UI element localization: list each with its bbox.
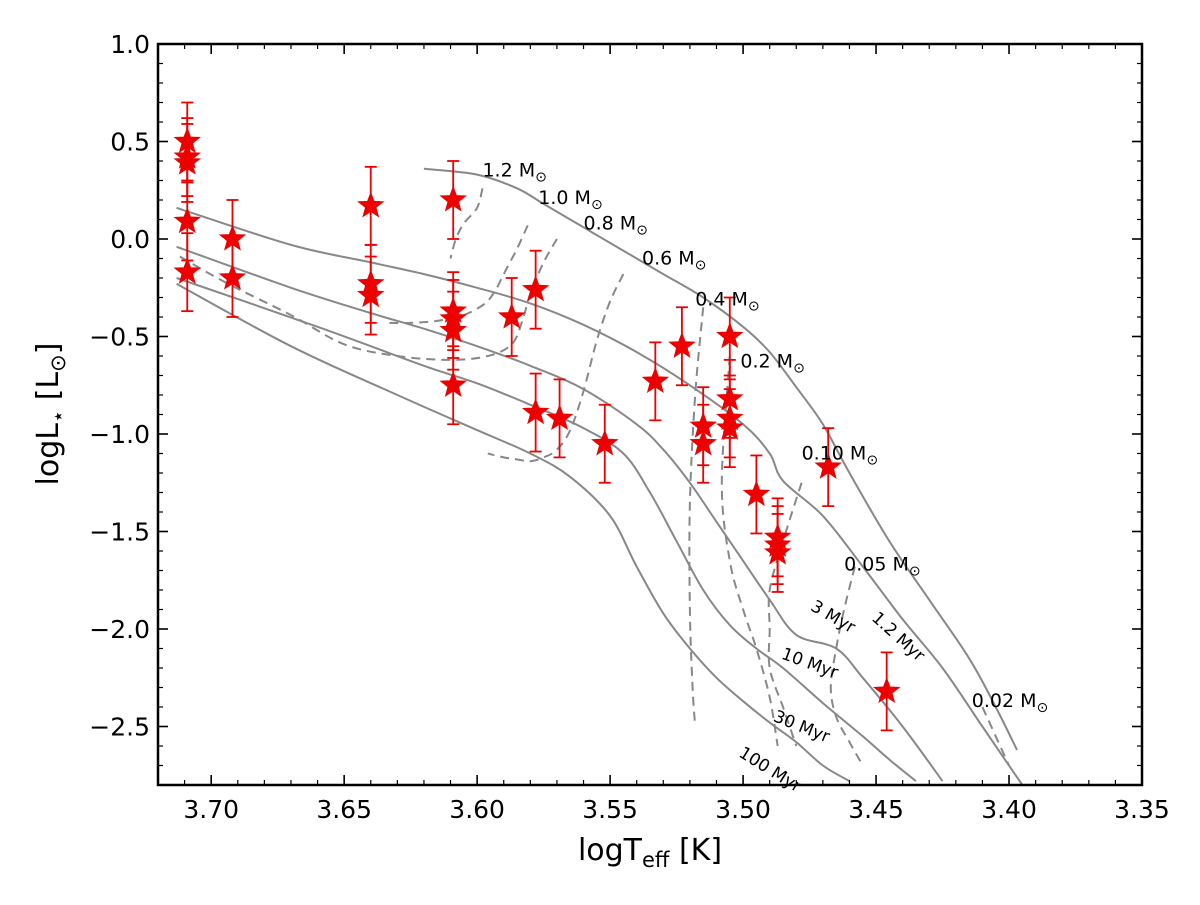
y-tick-label: −0.5	[89, 323, 150, 352]
y-tick-label: −2.0	[89, 615, 150, 644]
mass-label: 0.02 M⊙	[972, 690, 1048, 716]
star-point	[716, 413, 744, 440]
mass-label: 0.05 M⊙	[844, 554, 920, 580]
star-point	[173, 148, 201, 175]
x-tick-label: 3.55	[582, 795, 638, 824]
star-point	[439, 370, 467, 397]
mass-track-line	[487, 273, 625, 463]
mass-track-line	[176, 238, 558, 361]
mass-label: 0.10 M⊙	[802, 442, 878, 468]
x-tick-label: 3.35	[1114, 795, 1170, 824]
mass-label: 0.6 M⊙	[642, 247, 706, 273]
mass-track-line	[389, 224, 529, 325]
isochrone-line	[176, 206, 1024, 785]
star-point	[439, 316, 467, 343]
x-tick-label: 3.70	[183, 795, 239, 824]
mass-track-line	[981, 706, 1010, 766]
x-tick-label: 3.50	[715, 795, 771, 824]
y-tick-label: 1.0	[110, 30, 150, 59]
mass-label: 0.2 M⊙	[740, 351, 804, 377]
tracks-layer	[176, 167, 1024, 785]
star-point	[497, 302, 526, 329]
y-axis-label: logL⋆ [L⊙]	[31, 343, 70, 486]
isochrone-line	[176, 245, 944, 782]
star-point	[173, 207, 201, 234]
mass-track-line	[829, 566, 864, 767]
isochrone-line	[176, 283, 851, 782]
star-point	[357, 191, 385, 218]
x-tick-label: 3.40	[981, 795, 1037, 824]
star-point	[814, 452, 842, 479]
y-tick-label: 0.5	[110, 128, 150, 157]
star-point	[218, 263, 247, 290]
x-axis-label: logTeff [K]	[578, 833, 722, 872]
star-point	[173, 257, 201, 284]
x-tick-label: 3.65	[316, 795, 372, 824]
mass-track-line	[449, 188, 484, 259]
isochrone-line	[176, 277, 917, 782]
star-point	[439, 185, 467, 212]
star-point	[641, 366, 670, 394]
y-tick-label: 0.0	[110, 225, 150, 254]
star-point	[521, 275, 550, 302]
star-point	[763, 538, 792, 565]
star-point	[357, 281, 385, 308]
star-point	[545, 403, 574, 431]
mass-track-line	[688, 307, 705, 727]
plot-frame	[156, 42, 1144, 787]
mass-label: 1.2 M⊙	[482, 160, 546, 186]
x-tick-label: 3.60	[449, 795, 505, 824]
star-point	[689, 429, 717, 456]
isochrone-line	[423, 167, 1018, 751]
star-point	[716, 322, 744, 349]
star-point	[742, 480, 771, 507]
mass-label: 0.8 M⊙	[584, 212, 648, 238]
star-point	[668, 331, 696, 358]
y-tick-label: −1.0	[89, 420, 150, 449]
stars-layer	[173, 101, 901, 732]
mass-label: 1.0 M⊙	[538, 187, 602, 213]
x-tick-label: 3.45	[848, 795, 904, 824]
star-point	[872, 676, 901, 704]
y-tick-label: −1.5	[89, 518, 150, 547]
star-point	[591, 429, 619, 456]
mass-track-line	[720, 355, 779, 747]
star-point	[521, 398, 550, 425]
mass-label: 0.4 M⊙	[695, 288, 759, 314]
y-tick-label: −2.5	[89, 713, 150, 742]
